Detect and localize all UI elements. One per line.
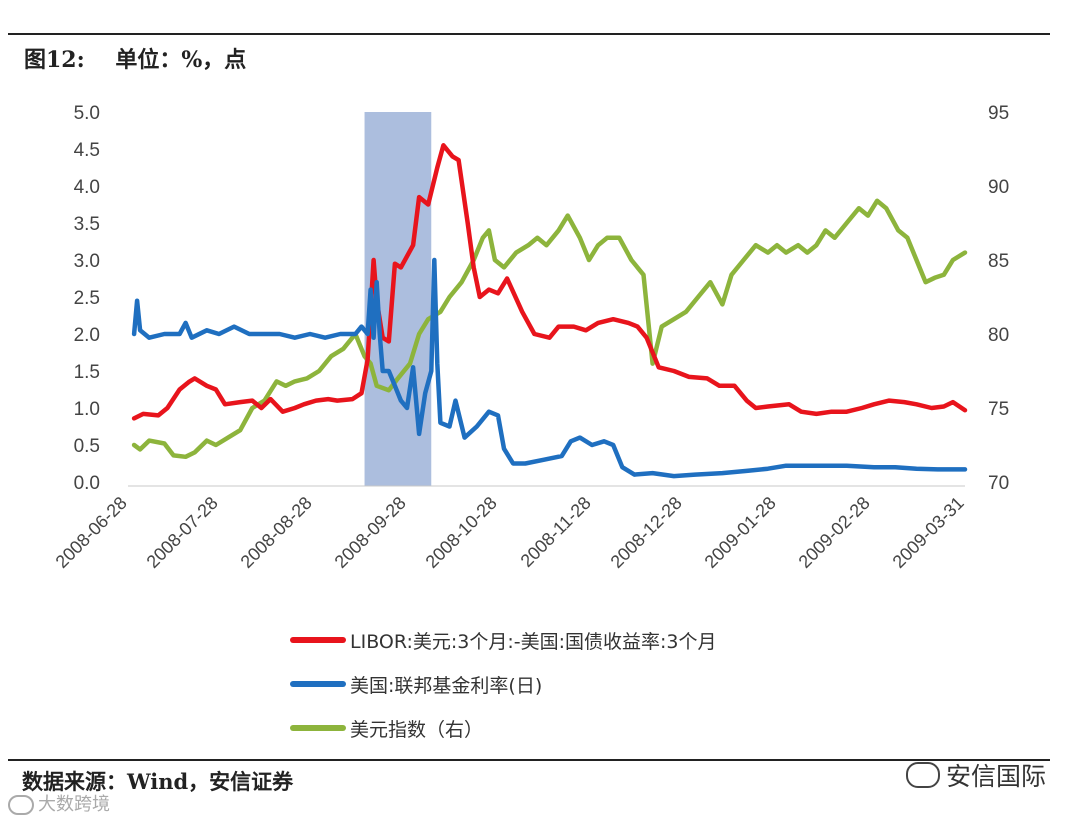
brand: 安信国际 — [905, 757, 1046, 793]
legend-item-dollar-index: 美元指数（右） — [290, 706, 717, 750]
x-tick-label: 2009-03-31 — [889, 493, 968, 572]
legend: LIBOR:美元:3个月:-美国:国债收益率:3个月 美国:联邦基金利率(日) … — [290, 618, 717, 750]
x-tick-label: 2008-09-28 — [331, 493, 410, 572]
left-y-tick-label: 3.5 — [74, 214, 100, 235]
left-y-tick-label: 2.0 — [74, 325, 100, 346]
left-y-tick-label: 4.0 — [74, 177, 100, 198]
legend-item-fed-funds: 美国:联邦基金利率(日) — [290, 662, 717, 706]
watermark: 大数跨境 — [8, 790, 110, 816]
x-tick-label: 2009-02-28 — [795, 493, 874, 572]
x-axis: 2008-06-28 2008-07-28 2008-08-28 2008-09-28… — [52, 485, 968, 572]
left-y-axis: 0.0 0.5 1.0 1.5 2.0 2.5 3.0 3.5 4.0 4.5 5.0 — [74, 103, 100, 494]
x-tick-label: 2008-06-28 — [52, 493, 131, 572]
left-y-tick-label: 2.5 — [74, 288, 100, 309]
legend-label-dollar-index: 美元指数（右） — [350, 718, 484, 741]
legend-label-fed-funds: 美国:联邦基金利率(日) — [350, 674, 543, 697]
left-y-tick-label: 0.5 — [74, 436, 100, 457]
left-y-tick-label: 0.0 — [74, 473, 100, 494]
x-tick-label: 2008-10-28 — [422, 493, 501, 572]
series-line-0 — [131, 143, 968, 421]
right-y-axis: 70 75 80 85 90 95 — [988, 103, 1009, 494]
right-y-tick-label: 70 — [988, 473, 1009, 494]
right-y-tick-label: 85 — [988, 251, 1009, 272]
chart: 0.0 0.5 1.0 1.5 2.0 2.5 3.0 3.5 4.0 4.5 5.0 70 75 80… — [52, 103, 1010, 572]
x-tick-label: 2008-07-28 — [143, 493, 222, 572]
watermark-logo-icon — [8, 795, 34, 815]
legend-item-libor-spread: LIBOR:美元:3个月:-美国:国债收益率:3个月 — [290, 618, 717, 662]
legend-swatch-libor-spread — [290, 637, 346, 643]
series-line-2 — [131, 198, 968, 460]
x-tick-label: 2008-12-28 — [607, 493, 686, 572]
figure-title: 图12: 单位：%，点 — [24, 47, 247, 73]
left-y-tick-label: 3.0 — [74, 251, 100, 272]
right-y-tick-label: 90 — [988, 177, 1009, 198]
legend-swatch-dollar-index — [290, 725, 346, 731]
series-line-1 — [131, 257, 968, 479]
left-y-tick-label: 1.5 — [74, 362, 100, 383]
brand-name: 安信国际 — [945, 762, 1046, 791]
left-y-tick-label: 1.0 — [74, 399, 100, 420]
source-note: 数据来源：Wind，安信证券 — [22, 769, 294, 794]
right-y-tick-label: 80 — [988, 325, 1009, 346]
legend-swatch-fed-funds — [290, 681, 346, 687]
right-y-tick-label: 75 — [988, 399, 1009, 420]
watermark-text: 大数跨境 — [38, 794, 110, 815]
legend-label-libor-spread: LIBOR:美元:3个月:-美国:国债收益率:3个月 — [350, 630, 717, 653]
x-tick-label: 2009-01-28 — [701, 493, 780, 572]
x-tick-label: 2008-11-28 — [517, 493, 595, 571]
top-rule — [8, 33, 1050, 35]
bottom-rule — [8, 759, 1050, 761]
x-tick-label: 2008-08-28 — [237, 493, 316, 572]
wechat-icon — [905, 762, 940, 788]
left-y-tick-label: 5.0 — [74, 103, 100, 124]
right-y-tick-label: 95 — [988, 103, 1009, 124]
left-y-tick-label: 4.5 — [74, 140, 100, 161]
series-layer — [131, 143, 968, 479]
